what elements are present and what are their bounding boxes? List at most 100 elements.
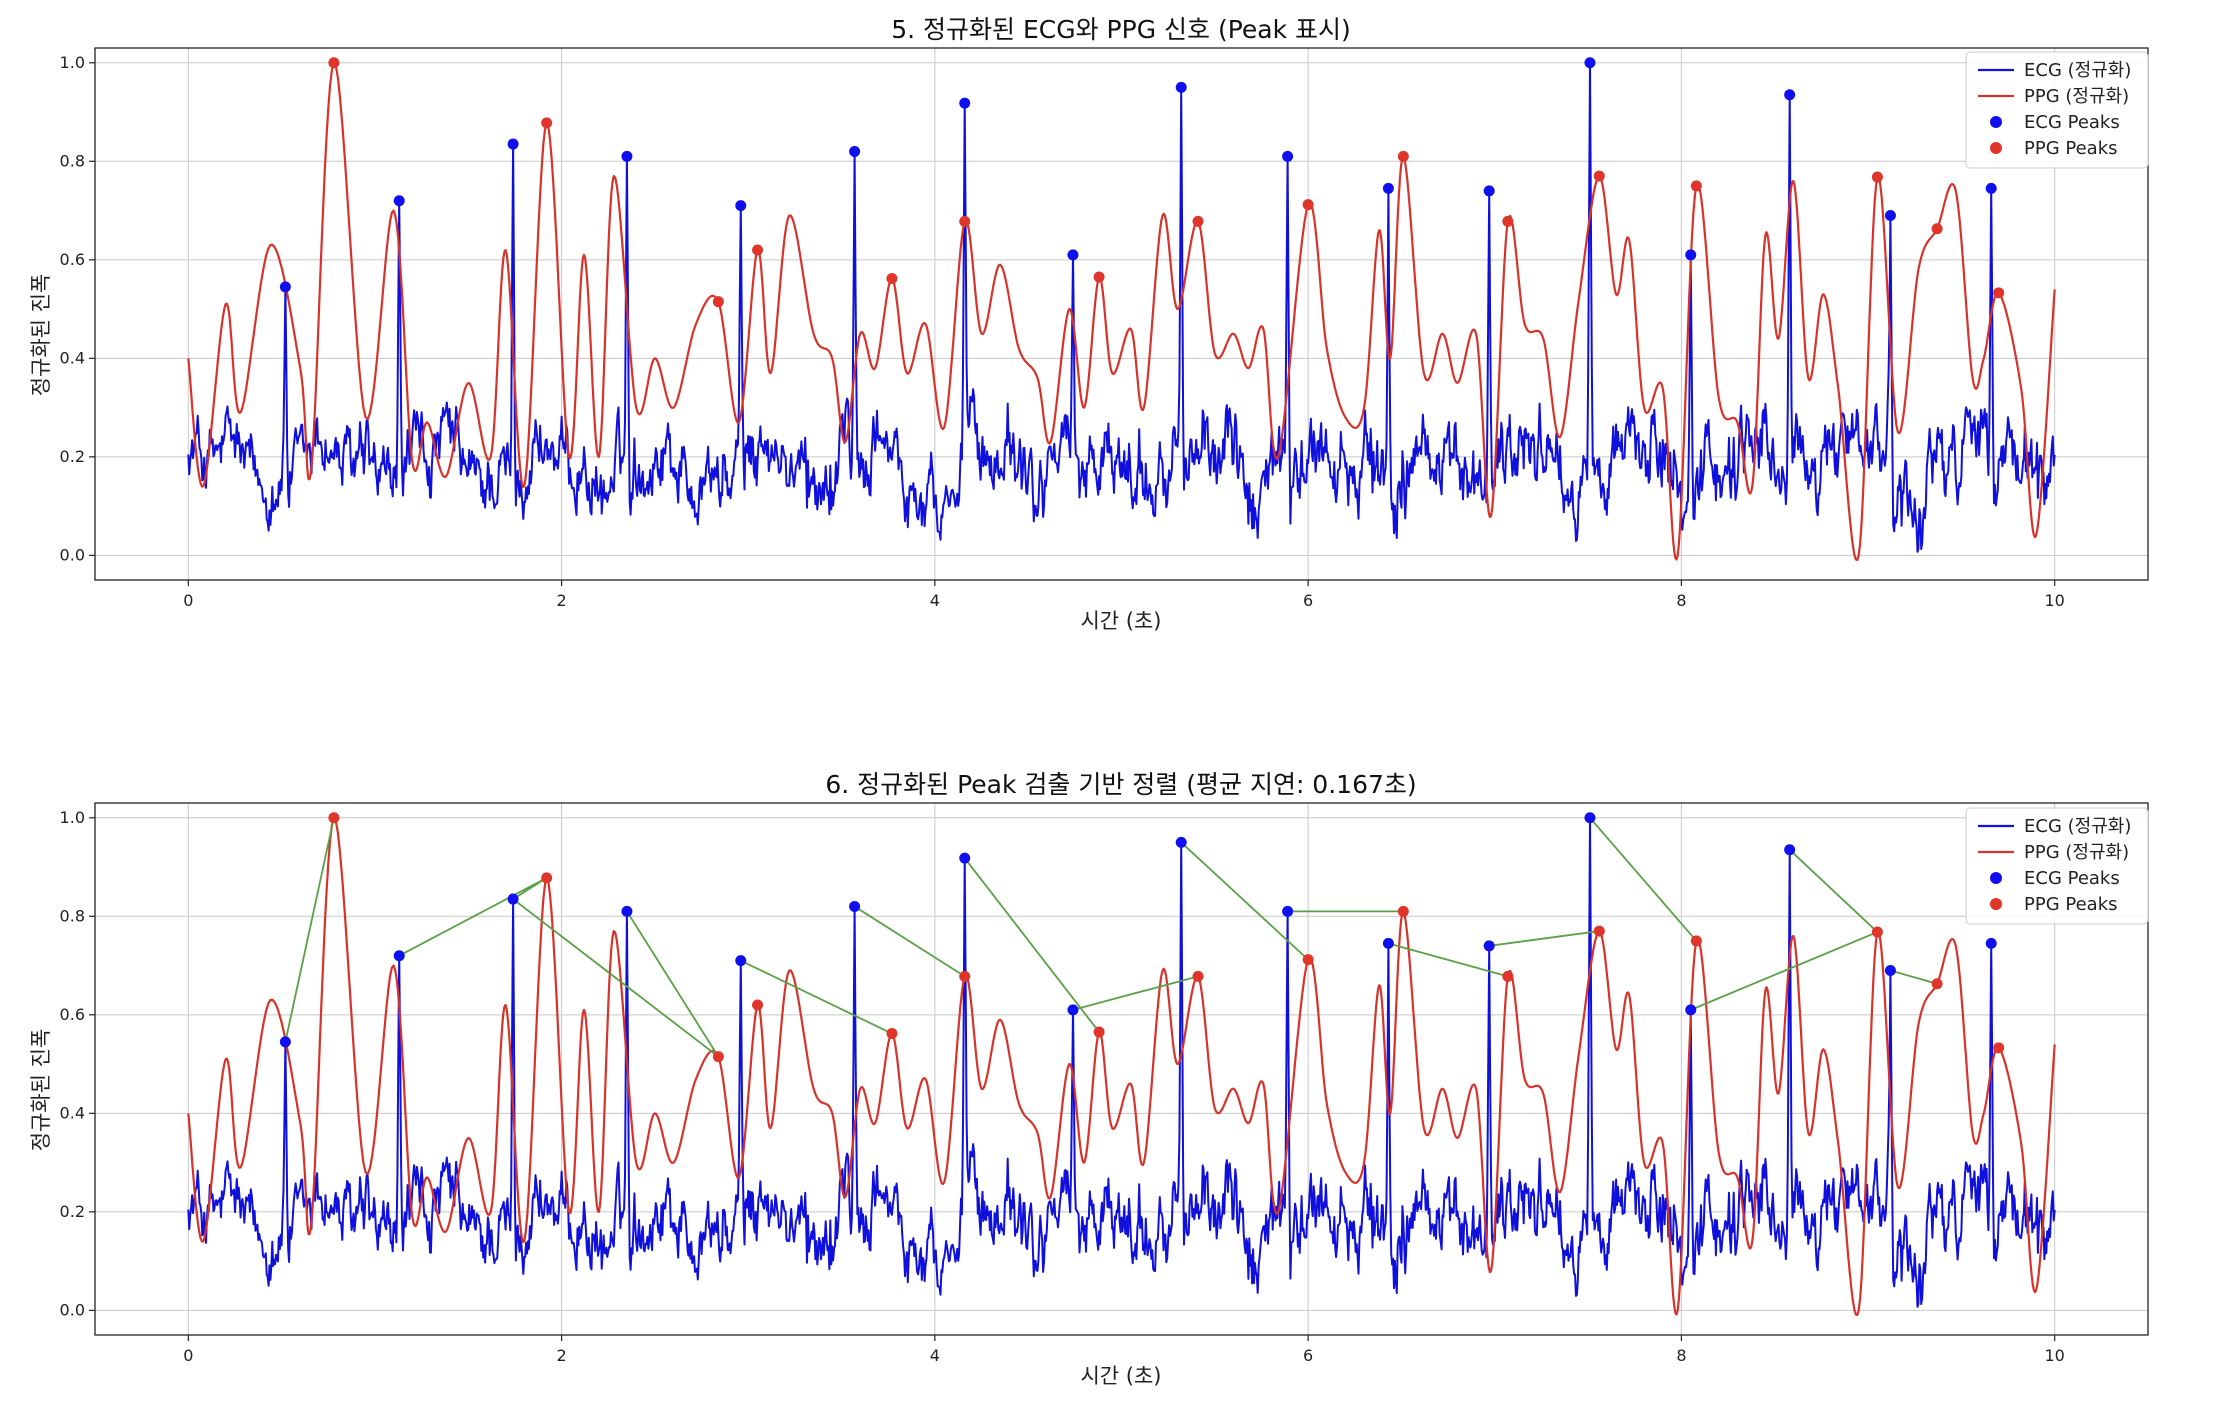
alignment-line-9 (1180, 841, 1309, 961)
ecg-peak-14 (1784, 89, 1796, 101)
ecg-peak-6 (959, 852, 971, 864)
chart-peak-alignment: 6. 정규화된 Peak 검출 기반 정렬 (평균 지연: 0.167초) 0.… (29, 770, 2149, 1388)
ppg-peak-5 (959, 215, 971, 227)
legend-ppg-label: PPG (정규화) (2024, 86, 2129, 107)
ppg-peak-14 (1931, 223, 1943, 235)
ppg-peak-markers (328, 812, 2005, 1063)
y-tick-label-1: 0.2 (60, 1202, 85, 1221)
ecg-peak-6 (959, 97, 971, 109)
ecg-peak-12 (1584, 57, 1596, 69)
alignment-line-16 (1890, 969, 1938, 985)
ppg-peak-14 (1931, 978, 1943, 990)
y-tick-labels: 0.0 0.2 0.4 0.6 0.8 1.0 (60, 808, 95, 1319)
ppg-peak-11 (1593, 925, 1605, 937)
legend-box (1965, 51, 2149, 169)
ppg-line (187, 816, 2056, 1317)
ecg-peak-10 (1382, 937, 1394, 949)
ecg-peak-markers (279, 57, 1997, 293)
ecg-peak-16 (1985, 937, 1997, 949)
alignment-line-2 (512, 877, 548, 900)
x-tick-label-3: 6 (1303, 1346, 1313, 1365)
x-tick-label-4: 8 (1676, 1346, 1686, 1365)
ecg-peak-3 (621, 905, 633, 917)
ppg-peak-0 (328, 57, 340, 69)
ecg-peak-9 (1282, 905, 1294, 917)
x-tick-label-4: 8 (1676, 591, 1686, 610)
x-tick-label-5: 10 (2045, 591, 2065, 610)
ecg-peak-0 (279, 281, 291, 293)
ppg-series (187, 61, 2056, 562)
ppg-series (187, 816, 2056, 1317)
ppg-peak-4 (886, 273, 898, 285)
ecg-peak-10 (1382, 182, 1394, 194)
y-axis-label: 정규화된 진폭 (29, 1029, 53, 1152)
legend-ecg-peak-swatch (1990, 872, 2002, 884)
legend-ppg-peak-swatch (1990, 142, 2002, 154)
ecg-peak-13 (1685, 249, 1697, 261)
alignment-line-7 (964, 857, 1100, 1033)
x-tick-label-1: 2 (556, 1346, 566, 1365)
alignment-line-8 (1072, 975, 1199, 1011)
ppg-peak-9 (1397, 905, 1409, 917)
chart-ecg-ppg-peaks: 5. 정규화된 ECG와 PPG 신호 (Peak 표시) 0.00.20.40… (29, 15, 2149, 633)
legend: ECG (정규화) PPG (정규화) ECG Peaks PPG Peaks (1965, 51, 2149, 169)
alignment-line-12 (1489, 930, 1600, 947)
ecg-peak-1 (393, 195, 405, 207)
legend-box (1965, 807, 2149, 925)
ecg-peak-2 (507, 138, 519, 150)
ppg-peak-10 (1502, 215, 1514, 227)
ppg-peak-6 (1093, 271, 1105, 283)
ppg-peak-0 (328, 812, 340, 824)
ppg-peak-7 (1192, 970, 1204, 982)
ecg-peak-5 (849, 145, 861, 157)
ppg-peak-2 (712, 296, 724, 308)
ppg-peak-15 (1993, 1042, 2005, 1054)
x-tick-label-2: 4 (930, 1346, 940, 1365)
ppg-peak-4 (886, 1028, 898, 1040)
ecg-peak-15 (1884, 209, 1896, 221)
ecg-peak-2 (507, 893, 519, 905)
ecg-peak-11 (1483, 940, 1495, 952)
alignment-line-6 (854, 905, 966, 978)
ecg-peak-3 (621, 150, 633, 162)
x-tick-labels: 0 2 4 6 8 10 (183, 580, 2065, 610)
ecg-peak-14 (1784, 844, 1796, 856)
ecg-peak-5 (849, 900, 861, 912)
alignment-line-11 (1388, 942, 1509, 978)
alignment-line-13 (1589, 817, 1698, 942)
ppg-peak-13 (1871, 926, 1883, 938)
ppg-peak-5 (959, 970, 971, 982)
y-tick-label-0: 0.0 (60, 1300, 85, 1319)
legend-ecg-peaks-label: ECG Peaks (2024, 868, 2120, 889)
ecg-peak-11 (1483, 185, 1495, 197)
ppg-peak-3 (752, 999, 764, 1011)
ecg-peak-13 (1685, 1004, 1697, 1016)
ppg-peak-markers (328, 57, 2005, 308)
alignment-line-0 (284, 817, 335, 1043)
ppg-peak-8 (1302, 199, 1314, 211)
legend-ppg-label: PPG (정규화) (2024, 842, 2129, 863)
y-tick-label-2: 0.4 (60, 348, 85, 367)
x-tick-label-0: 0 (183, 591, 193, 610)
ppg-line (187, 61, 2056, 562)
alignment-line-15 (1789, 849, 1878, 933)
ppg-peak-15 (1993, 287, 2005, 299)
plot-frame (94, 802, 2149, 1336)
alignment-line-4 (626, 910, 720, 1058)
y-tick-labels: 0.0 0.2 0.4 0.6 0.8 1.0 (60, 53, 95, 564)
ppg-peak-6 (1093, 1026, 1105, 1038)
ecg-peak-4 (735, 200, 747, 212)
x-tick-label-3: 6 (1303, 591, 1313, 610)
y-tick-label-2: 0.4 (60, 1103, 85, 1122)
ecg-peak-7 (1067, 249, 1079, 261)
y-axis-label: 정규화된 진폭 (29, 274, 53, 397)
ppg-peak-11 (1593, 170, 1605, 182)
ppg-peak-10 (1502, 970, 1514, 982)
y-tick-label-3: 0.6 (60, 1005, 85, 1024)
ecg-peak-16 (1985, 182, 1997, 194)
x-axis-label: 시간 (초) (1080, 1364, 1161, 1388)
x-tick-label-2: 4 (930, 591, 940, 610)
y-tick-label-1: 0.2 (60, 447, 85, 466)
alignment-line-3 (512, 898, 719, 1058)
legend-ppg-peaks-label: PPG Peaks (2024, 138, 2118, 159)
